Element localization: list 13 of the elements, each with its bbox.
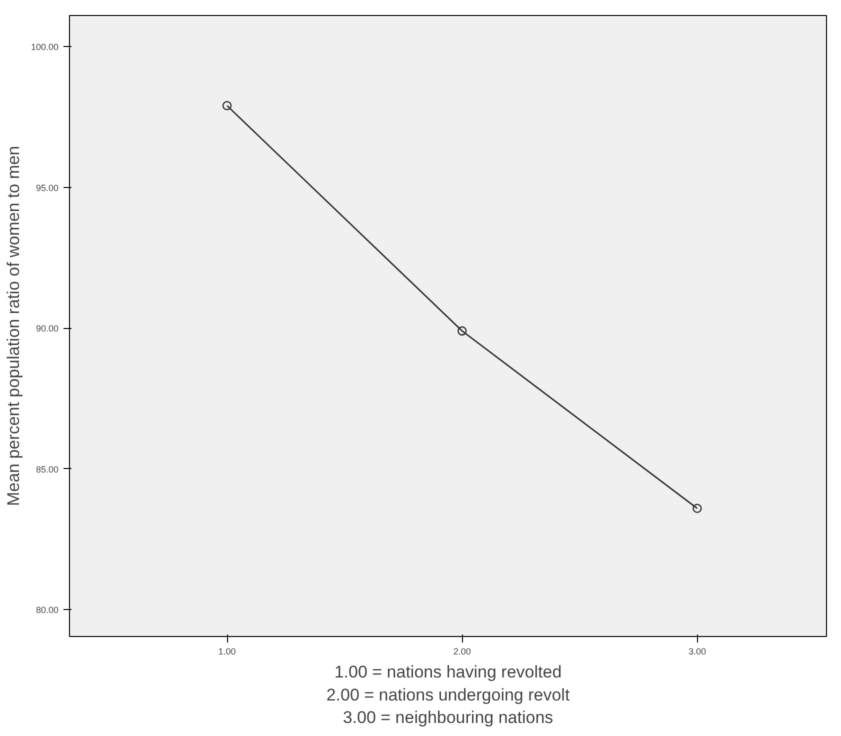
y-tick-label: 95.00 [36, 182, 59, 193]
x-axis-title: 1.00 = nations having revolted 2.00 = nations undergoing revolt 3.00 = neighbouring nations [326, 662, 570, 728]
point [222, 100, 232, 110]
point [692, 504, 702, 513]
point [457, 326, 467, 336]
x-tick-label: 3.00 [688, 646, 706, 656]
y-tick-label: 85.00 [36, 464, 59, 474]
x-tick-label: 1.00 [218, 646, 236, 656]
y-axis-title: Mean percent population ratio of women to men [4, 146, 23, 506]
y-tick-label: 90.00 [36, 324, 59, 334]
y-tick-label: 80.00 [36, 605, 59, 616]
y-tick-label: 100.00 [30, 42, 59, 52]
x-tick-label: 2.00 [453, 646, 471, 656]
